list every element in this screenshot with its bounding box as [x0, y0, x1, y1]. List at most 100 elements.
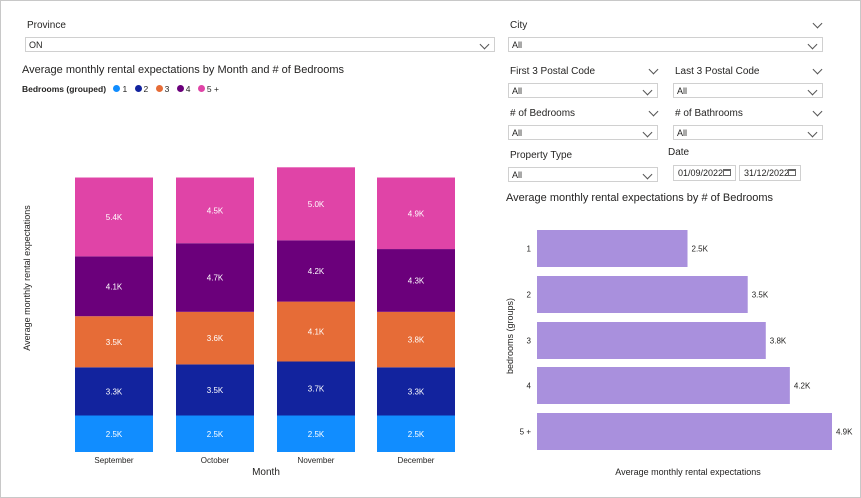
bedrooms-label: # of Bedrooms [510, 108, 576, 119]
y-tick-label: 3 [527, 337, 532, 346]
data-label: 4.2K [794, 382, 811, 391]
y-tick-label: 2 [527, 291, 532, 300]
y-tick-label: 1 [527, 245, 532, 254]
bar-segment[interactable] [75, 415, 153, 453]
bar-segment[interactable] [377, 311, 455, 368]
bar[interactable] [537, 413, 832, 450]
bar-segment[interactable] [277, 361, 355, 416]
bar-segment[interactable] [377, 415, 455, 453]
province-dropdown[interactable]: ON [25, 37, 495, 52]
bathrooms-value: All [677, 128, 688, 138]
city-label: City [510, 20, 528, 31]
x-tick-label: December [398, 456, 435, 465]
bar-segment[interactable] [176, 415, 254, 453]
horizontal-bar-chart: bedrooms (groups) Average monthly rental… [505, 230, 853, 477]
bar[interactable] [537, 367, 790, 404]
data-label: 2.5K [308, 430, 325, 439]
legend-dot-5 [197, 85, 205, 93]
bar-segment[interactable] [277, 167, 355, 241]
province-label: Province [27, 20, 66, 31]
data-label: 2.5K [408, 430, 425, 439]
data-label: 4.7K [207, 274, 224, 283]
property-dropdown[interactable]: All [508, 167, 658, 182]
data-label: 4.5K [207, 206, 224, 215]
bar[interactable] [537, 230, 688, 267]
bar[interactable] [537, 276, 748, 313]
bar[interactable] [537, 322, 766, 359]
data-label: 3.6K [207, 334, 224, 343]
data-label: 3.8K [408, 336, 425, 345]
data-label: 3.5K [106, 338, 123, 347]
data-label: 3.3K [106, 387, 123, 396]
data-label: 3.8K [770, 337, 787, 346]
legend-item: 1 [122, 83, 128, 94]
data-label: 3.5K [207, 386, 224, 395]
bar-segment[interactable] [75, 177, 153, 257]
data-label: 2.5K [692, 245, 709, 254]
bathrooms-label: # of Bathrooms [675, 108, 743, 119]
data-label: 4.1K [106, 282, 123, 291]
date-label: Date [668, 147, 690, 158]
bar-segment[interactable] [75, 367, 153, 416]
bar-segment[interactable] [75, 316, 153, 368]
first3-value: All [512, 86, 523, 96]
bar-segment[interactable] [277, 240, 355, 302]
data-label: 4.3K [408, 276, 425, 285]
last3-dropdown[interactable]: All [673, 83, 823, 98]
date-end-input[interactable]: 31/12/2022 [739, 165, 801, 181]
data-label: 3.5K [752, 291, 769, 300]
x-tick-label: October [201, 456, 230, 465]
calendar-icon[interactable] [723, 169, 731, 176]
date-end-value: 31/12/2022 [744, 168, 790, 178]
data-label: 4.9K [836, 428, 853, 437]
legend-item: 4 [185, 83, 191, 94]
data-label: 2.5K [207, 430, 224, 439]
province-value: ON [29, 40, 43, 50]
calendar-icon[interactable] [788, 169, 796, 176]
legend-title: Bedrooms (grouped) [22, 83, 107, 94]
city-dropdown[interactable]: All [508, 37, 823, 52]
legend-item: 5 + [206, 83, 219, 94]
first3-dropdown[interactable]: All [508, 83, 658, 98]
legend-dot-2 [134, 85, 142, 93]
bar-segment[interactable] [75, 256, 153, 317]
legend-item: 2 [143, 83, 149, 94]
bar-segment[interactable] [277, 301, 355, 362]
data-label: 3.3K [408, 387, 425, 396]
legend-dot-4 [176, 85, 184, 93]
y-tick-label: 4 [527, 382, 532, 391]
x-axis-title: Average monthly rental expectations [615, 467, 761, 477]
horizontal-chart-title: Average monthly rental expectations by #… [506, 192, 774, 204]
y-tick-label: 5 + [520, 428, 532, 437]
bathrooms-dropdown[interactable]: All [673, 125, 823, 140]
stacked-bar-chart: Average monthly rental expectations Mont… [22, 167, 455, 478]
stacked-chart-title: Average monthly rental expectations by M… [22, 64, 345, 76]
date-start-input[interactable]: 01/09/2022 [673, 165, 736, 181]
data-label: 5.4K [106, 213, 123, 222]
bar-segment[interactable] [377, 249, 455, 312]
data-label: 4.2K [308, 267, 325, 276]
bar-segment[interactable] [176, 177, 254, 244]
data-label: 2.5K [106, 430, 123, 439]
x-axis-title: Month [252, 467, 280, 478]
bar-segment[interactable] [176, 311, 254, 365]
data-label: 3.7K [308, 384, 325, 393]
bedrooms-dropdown[interactable]: All [508, 125, 658, 140]
chart-legend: Bedrooms (grouped) 1 2 3 4 5 + [22, 83, 219, 94]
bar-segment[interactable] [176, 364, 254, 416]
bedrooms-value: All [512, 128, 523, 138]
bar-segment[interactable] [176, 243, 254, 312]
property-label: Property Type [510, 150, 573, 161]
date-start-value: 01/09/2022 [678, 168, 724, 178]
bar-segment[interactable] [377, 177, 455, 250]
x-tick-label: September [94, 456, 133, 465]
legend-item: 3 [164, 83, 170, 94]
x-tick-label: November [298, 456, 335, 465]
property-value: All [512, 170, 523, 180]
data-label: 4.1K [308, 328, 325, 337]
y-axis-title: Average monthly rental expectations [22, 205, 32, 351]
bar-segment[interactable] [377, 367, 455, 416]
bar-segment[interactable] [277, 415, 355, 453]
legend-dot-3 [155, 85, 163, 93]
city-value: All [512, 40, 523, 50]
